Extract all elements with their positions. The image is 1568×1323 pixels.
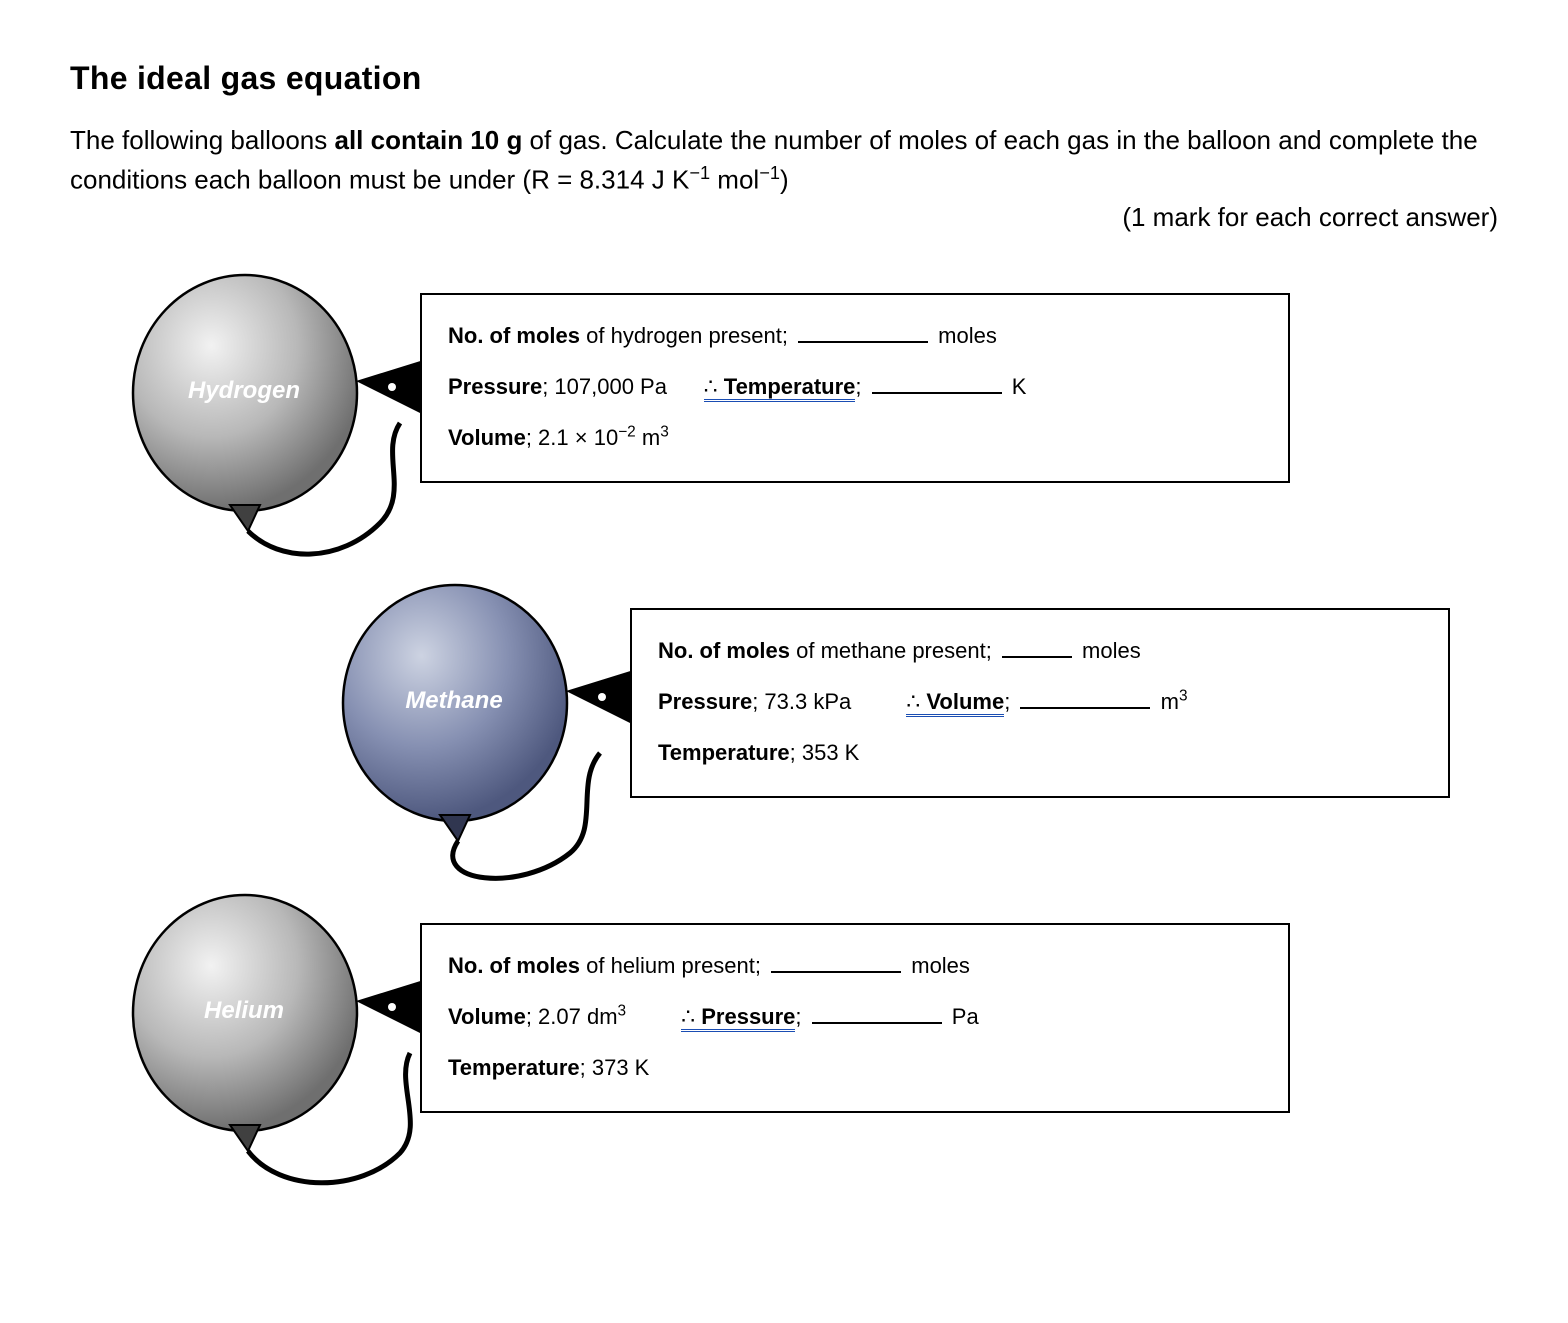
methane-moles-label: of methane present; <box>790 638 992 663</box>
methane-solve-unit-exp: 3 <box>1179 688 1188 705</box>
methane-pressure-value: ; 73.3 kPa <box>752 689 851 714</box>
helium-balloon: Helium <box>130 893 430 1223</box>
hydrogen-solve-unit: K <box>1006 374 1027 399</box>
helium-moles-label: of helium present; <box>580 953 761 978</box>
hydrogen-pressure-label: Pressure <box>448 374 542 399</box>
hydrogen-info-box: No. of moles of hydrogen present; moles … <box>420 293 1290 483</box>
hydrogen-moles-unit: moles <box>932 323 997 348</box>
helium-vol-exp: 3 <box>618 1003 627 1020</box>
methane-solve-unit: m <box>1154 689 1178 714</box>
hydrogen-moles-label: of hydrogen present; <box>580 323 788 348</box>
intro-text-4: ) <box>780 165 789 195</box>
intro-text-1: The following balloons <box>70 125 335 155</box>
helium-temp-label: Temperature <box>448 1055 580 1080</box>
helium-moles-label-b: No. of moles <box>448 953 580 978</box>
hydrogen-volume-row: Volume; 2.1 × 10−2 m3 <box>448 419 1262 456</box>
helium-vol-label: Volume <box>448 1004 526 1029</box>
helium-moles-unit: moles <box>905 953 970 978</box>
hydrogen-pressure-value: ; 107,000 Pa <box>542 374 667 399</box>
hydrogen-solve-sep: ; <box>855 374 861 399</box>
page-title: The ideal gas equation <box>70 60 1498 97</box>
methane-moles-unit: moles <box>1076 638 1141 663</box>
helium-pressure-blank[interactable] <box>812 1022 942 1024</box>
mark-instruction: (1 mark for each correct answer) <box>70 202 1498 233</box>
helium-info-box: No. of moles of helium present; moles Vo… <box>420 923 1290 1113</box>
helium-temp-value: ; 373 K <box>580 1055 650 1080</box>
methane-info-box: No. of moles of methane present; moles P… <box>630 608 1450 798</box>
methane-moles-label-b: No. of moles <box>658 638 790 663</box>
methane-volume-blank[interactable] <box>1020 707 1150 709</box>
diagram-area: Hydrogen No. of moles of hydrogen presen… <box>70 273 1490 1203</box>
methane-moles-row: No. of moles of methane present; moles <box>658 632 1422 669</box>
methane-temp-value: ; 353 K <box>790 740 860 765</box>
hydrogen-volume-label: Volume <box>448 425 526 450</box>
intro-text-3: mol <box>710 165 759 195</box>
hydrogen-therefore: ∴ Temperature <box>704 374 856 402</box>
methane-pressure-label: Pressure <box>658 689 752 714</box>
helium-volume-row: Volume; 2.07 dm3 ∴ Pressure; Pa <box>448 998 1262 1035</box>
helium-vol-value: ; 2.07 dm <box>526 1004 618 1029</box>
helium-balloon-label: Helium <box>94 997 394 1025</box>
methane-temp-label: Temperature <box>658 740 790 765</box>
methane-therefore: ∴ Volume <box>906 689 1004 717</box>
helium-moles-blank[interactable] <box>771 971 901 973</box>
hydrogen-balloon-label: Hydrogen <box>94 377 394 405</box>
hydrogen-volume-unit: m <box>636 425 660 450</box>
intro-exp-1: −1 <box>689 163 710 183</box>
hydrogen-moles-row: No. of moles of hydrogen present; moles <box>448 317 1262 354</box>
hydrogen-temp-blank[interactable] <box>872 392 1002 394</box>
helium-moles-row: No. of moles of helium present; moles <box>448 947 1262 984</box>
hydrogen-volume-value: ; 2.1 × 10 <box>526 425 618 450</box>
helium-solve-sep: ; <box>795 1004 801 1029</box>
methane-balloon: Methane <box>340 583 640 913</box>
hydrogen-volume-unit-exp: 3 <box>660 424 669 441</box>
hydrogen-volume-exp: −2 <box>618 424 636 441</box>
helium-temp-row: Temperature; 373 K <box>448 1049 1262 1086</box>
methane-solve-sep: ; <box>1004 689 1010 714</box>
hydrogen-moles-blank[interactable] <box>798 341 928 343</box>
hydrogen-moles-label-b: No. of moles <box>448 323 580 348</box>
methane-balloon-label: Methane <box>304 687 604 715</box>
helium-solve-unit: Pa <box>946 1004 979 1029</box>
intro-paragraph: The following balloons all contain 10 g … <box>70 121 1498 200</box>
methane-temp-row: Temperature; 353 K <box>658 734 1422 771</box>
methane-pressure-row: Pressure; 73.3 kPa ∴ Volume; m3 <box>658 683 1422 720</box>
hydrogen-pressure-row: Pressure; 107,000 Pa ∴ Temperature; K <box>448 368 1262 405</box>
helium-therefore: ∴ Pressure <box>681 1004 795 1032</box>
methane-moles-blank[interactable] <box>1002 656 1072 658</box>
hydrogen-balloon: Hydrogen <box>130 273 430 603</box>
intro-exp-2: −1 <box>759 163 780 183</box>
intro-bold: all contain 10 g <box>335 125 523 155</box>
